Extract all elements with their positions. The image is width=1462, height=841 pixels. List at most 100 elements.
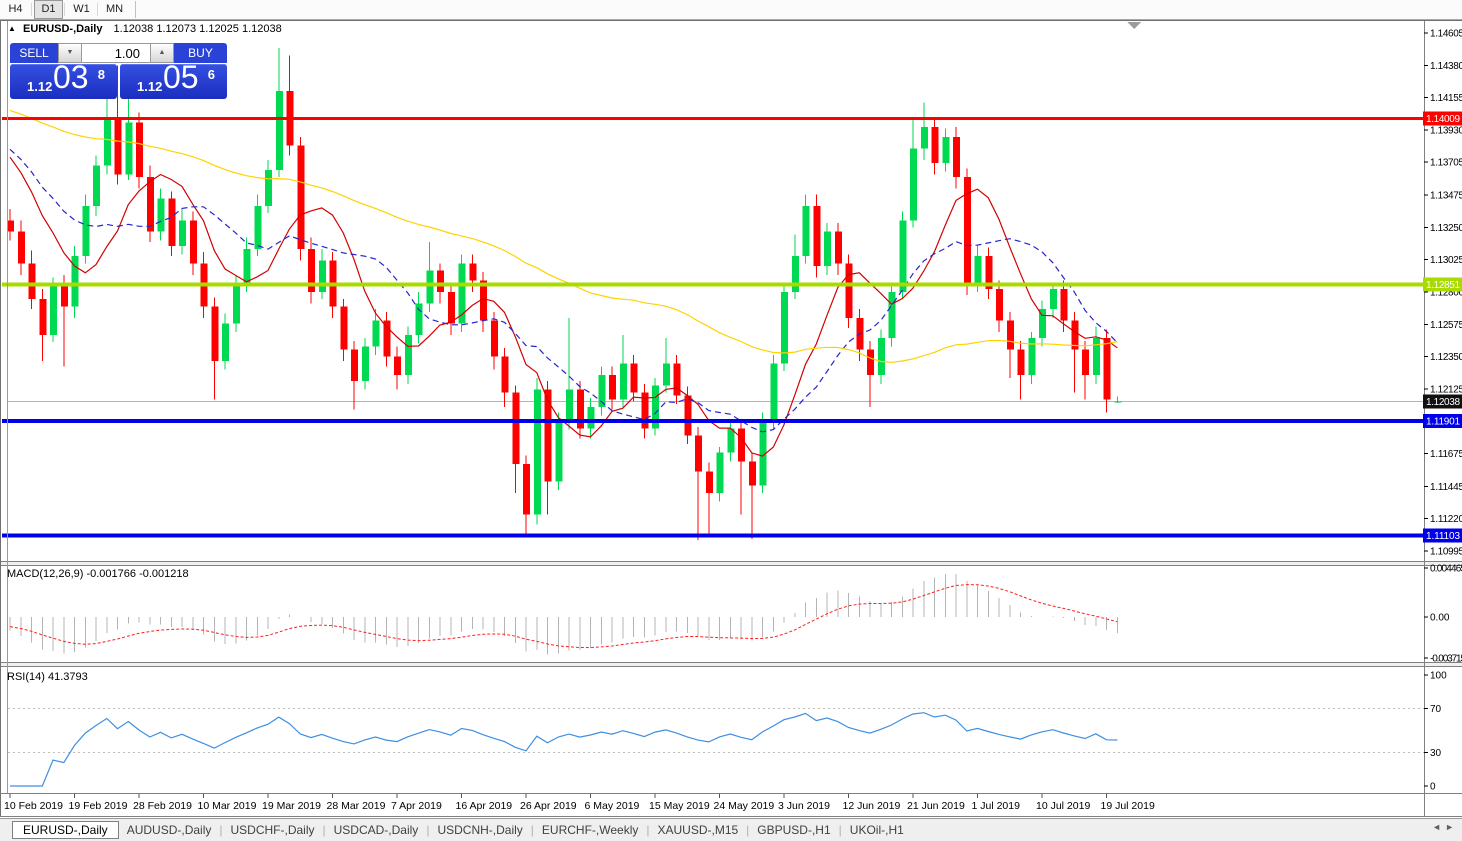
tab-separator: | xyxy=(530,823,534,837)
chart-tab-eurusd[interactable]: EURUSD-,Daily xyxy=(12,821,119,839)
svg-text:1.11103: 1.11103 xyxy=(1426,531,1460,542)
svg-text:1.12800: 1.12800 xyxy=(1430,287,1462,298)
volume-input[interactable] xyxy=(82,43,150,63)
svg-text:10 Mar 2019: 10 Mar 2019 xyxy=(198,800,257,812)
svg-text:1.12038: 1.12038 xyxy=(1426,397,1460,408)
one-click-trade-panel: SELL ▼ ▲ BUY 1.12 03 8 1.12 05 6 xyxy=(10,43,227,99)
scroll-to-end-icon xyxy=(1127,22,1141,29)
svg-text:1.13930: 1.13930 xyxy=(1430,125,1462,136)
svg-text:1 Jul 2019: 1 Jul 2019 xyxy=(972,800,1021,812)
svg-text:1.11220: 1.11220 xyxy=(1430,514,1462,525)
borders-layer xyxy=(0,20,1462,817)
svg-text:0: 0 xyxy=(1430,782,1436,793)
sell-price-pip-digit: 8 xyxy=(97,67,105,82)
tab-separator: | xyxy=(426,823,430,837)
svg-text:100: 100 xyxy=(1430,671,1447,682)
svg-text:1.12851: 1.12851 xyxy=(1426,280,1460,291)
volume-decrease-button[interactable]: ▼ xyxy=(58,43,82,63)
svg-text:10 Feb 2019: 10 Feb 2019 xyxy=(4,800,63,812)
volume-increase-button[interactable]: ▲ xyxy=(150,43,174,63)
timeframe-toolbar: H4 D1 W1 MN xyxy=(0,0,1462,20)
svg-text:0.00: 0.00 xyxy=(1430,613,1450,624)
svg-text:30: 30 xyxy=(1430,748,1442,759)
arrow-down-icon: ▼ xyxy=(66,49,74,56)
svg-text:1.11445: 1.11445 xyxy=(1430,482,1462,493)
svg-text:19 Mar 2019: 19 Mar 2019 xyxy=(262,800,321,812)
svg-text:1.14009: 1.14009 xyxy=(1426,114,1460,125)
tab-separator: | xyxy=(322,823,326,837)
svg-text:1.12125: 1.12125 xyxy=(1430,384,1462,395)
toolbar-separator xyxy=(64,3,65,16)
chart-tab-usdchf[interactable]: USDCHF-,Daily xyxy=(230,823,315,837)
toolbar-separator xyxy=(31,3,32,16)
tab-scrollbar: ◄► xyxy=(1432,822,1458,832)
svg-text:1.13705: 1.13705 xyxy=(1430,158,1462,169)
buy-button[interactable]: BUY xyxy=(174,43,227,63)
buy-price-pip-digit: 6 xyxy=(207,67,215,82)
chart-tab-audusd[interactable]: AUDUSD-,Daily xyxy=(126,823,212,837)
candles-layer xyxy=(7,48,1122,541)
svg-text:1.12575: 1.12575 xyxy=(1430,320,1462,331)
svg-text:24 May 2019: 24 May 2019 xyxy=(714,800,775,812)
horizontal-levels-layer xyxy=(2,117,1424,538)
timeframe-button-mn[interactable]: MN xyxy=(105,3,124,15)
svg-text:1.11675: 1.11675 xyxy=(1430,449,1462,460)
svg-text:0.004465: 0.004465 xyxy=(1430,564,1462,575)
svg-text:1.14605: 1.14605 xyxy=(1430,29,1462,40)
svg-text:12 Jun 2019: 12 Jun 2019 xyxy=(843,800,901,812)
sell-price-display[interactable]: 1.12 03 8 xyxy=(10,59,117,99)
toolbar-separator xyxy=(97,3,98,16)
svg-text:19 Feb 2019: 19 Feb 2019 xyxy=(69,800,128,812)
buy-price-display[interactable]: 1.12 05 6 xyxy=(120,59,227,99)
chart-symbol-label: EURUSD-,Daily xyxy=(22,23,103,35)
chart-tab-gbpusd[interactable]: GBPUSD-,H1 xyxy=(757,823,831,837)
tab-scroll-right-icon[interactable]: ► xyxy=(1445,822,1458,832)
svg-text:1.12350: 1.12350 xyxy=(1430,352,1462,363)
chart-tabs: EURUSD-,Daily AUDUSD-,Daily | USDCHF-,Daily… xyxy=(0,818,1462,841)
macd-layer xyxy=(9,573,1118,655)
svg-text:1.13250: 1.13250 xyxy=(1430,223,1462,234)
svg-text:1.14155: 1.14155 xyxy=(1430,93,1462,104)
chart-tab-xauusd[interactable]: XAUUSD-,M15 xyxy=(657,823,739,837)
chart-tab-ukoil[interactable]: UKOil-,H1 xyxy=(849,823,904,837)
tab-separator: | xyxy=(646,823,650,837)
chart-tab-usdcad[interactable]: USDCAD-,Daily xyxy=(333,823,419,837)
svg-text:3 Jun 2019: 3 Jun 2019 xyxy=(778,800,830,812)
toolbar-separator xyxy=(135,1,136,18)
chart-tab-eurchf[interactable]: EURCHF-,Weekly xyxy=(541,823,639,837)
chart-title: ▲ EURUSD-,Daily 1.12038 1.12073 1.12025 … xyxy=(8,23,282,35)
timeframe-button-h4[interactable]: H4 xyxy=(8,3,23,15)
svg-text:28 Feb 2019: 28 Feb 2019 xyxy=(133,800,192,812)
svg-text:1.11901: 1.11901 xyxy=(1426,416,1460,427)
tab-separator: | xyxy=(219,823,223,837)
svg-text:6 May 2019: 6 May 2019 xyxy=(585,800,640,812)
svg-text:1.14380: 1.14380 xyxy=(1430,61,1462,72)
svg-text:19 Jul 2019: 19 Jul 2019 xyxy=(1101,800,1155,812)
timeframe-button-d1[interactable]: D1 xyxy=(34,0,63,19)
sell-price-big-digits: 03 xyxy=(53,59,89,95)
chart-ohlc-values: 1.12038 1.12073 1.12025 1.12038 xyxy=(113,23,282,35)
date-axis[interactable]: 10 Feb 2019 19 Feb 2019 28 Feb 2019 10 Mar … xyxy=(4,793,1155,813)
svg-text:21 Jun 2019: 21 Jun 2019 xyxy=(907,800,965,812)
trade-panel-top-row: SELL ▼ ▲ BUY xyxy=(10,43,227,63)
svg-text:28 Mar 2019: 28 Mar 2019 xyxy=(327,800,386,812)
chart-tab-usdcnh[interactable]: USDCNH-,Daily xyxy=(437,823,523,837)
collapse-triangle-icon[interactable]: ▲ xyxy=(8,24,16,33)
svg-text:1.10995: 1.10995 xyxy=(1430,546,1462,557)
timeframe-button-w1[interactable]: W1 xyxy=(73,3,90,15)
svg-text:7 Apr 2019: 7 Apr 2019 xyxy=(391,800,442,812)
price-axis[interactable]: 1.14605 1.14380 1.14155 1.13930 1.13705 1.134… xyxy=(1423,29,1462,793)
svg-text:15 May 2019: 15 May 2019 xyxy=(649,800,710,812)
sell-price-prefix: 1.12 xyxy=(27,79,53,94)
sell-button[interactable]: SELL xyxy=(10,43,58,63)
tab-separator: | xyxy=(746,823,750,837)
svg-text:1.13475: 1.13475 xyxy=(1430,191,1462,202)
tab-scroll-left-icon[interactable]: ◄ xyxy=(1432,822,1446,832)
macd-indicator-label: MACD(12,26,9) -0.001766 -0.001218 xyxy=(7,568,189,580)
buy-price-big-digits: 05 xyxy=(163,59,199,95)
svg-text:10 Jul 2019: 10 Jul 2019 xyxy=(1036,800,1090,812)
buy-price-prefix: 1.12 xyxy=(137,79,163,94)
arrow-up-icon: ▲ xyxy=(158,49,166,56)
